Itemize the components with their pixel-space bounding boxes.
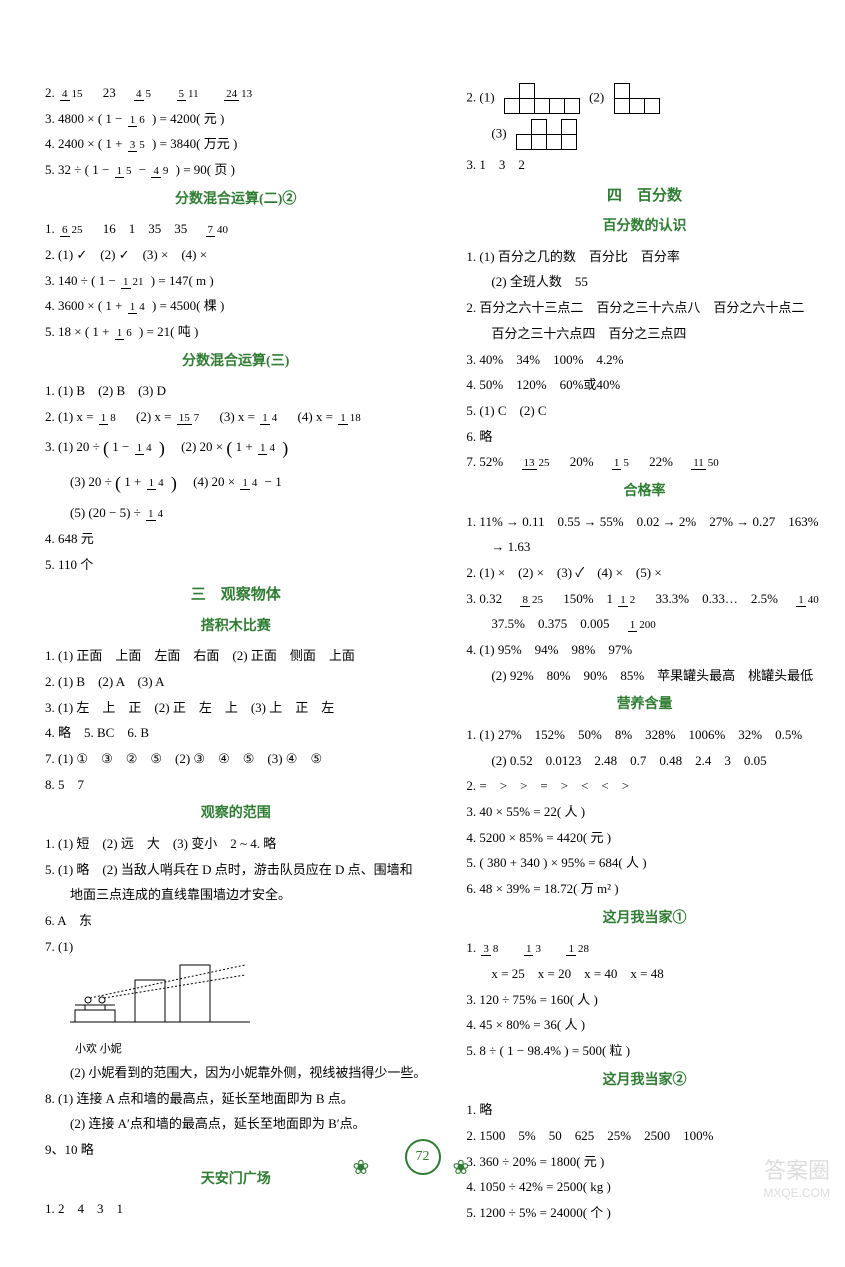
line: 6. A 东: [45, 909, 426, 934]
heading: 搭积木比赛: [45, 614, 426, 641]
line: x = 25 x = 20 x = 40 x = 48: [466, 962, 822, 987]
line: 3. 40 × 55% = 22( 人 ): [466, 800, 822, 825]
line: 2. (1) × (2) × (3) ✓ (4) × (5) ×: [466, 561, 822, 586]
line: 2. (1) ✓ (2) ✓ (3) × (4) ×: [45, 243, 426, 268]
line: 6. 48 × 39% = 18.72( 万 m² ): [466, 877, 822, 902]
right-column: 2. (1) (2) (3) 3. 1 3 2 四 百分数 百分数的认识 1. …: [451, 80, 837, 1227]
page-number: 72: [405, 1139, 441, 1175]
line: 1. (1) 百分之几的数 百分比 百分率: [466, 245, 822, 270]
line: 4. 648 元: [45, 527, 426, 552]
line: 5. 110 个: [45, 553, 426, 578]
line: 5. 18 × ( 1 + 16 ) = 21( 吨 ): [45, 320, 426, 345]
line: 1. 2 4 3 1: [45, 1197, 426, 1222]
line: 地面三点连成的直线靠围墙边才安全。: [45, 883, 426, 908]
line: (3) 20 ÷ ( 1 + 14 ) (4) 20 × 14 − 1: [45, 466, 426, 500]
block-shape-1-icon: [504, 83, 580, 114]
line: 2. 415 23 45 511 2413: [45, 81, 426, 106]
page-decoration-right-icon: ❀: [453, 1155, 470, 1180]
line: 3. 1 3 2: [466, 153, 822, 178]
line: 1. (1) 正面 上面 左面 右面 (2) 正面 侧面 上面: [45, 644, 426, 669]
line: 1. (1) 短 (2) 远 大 (3) 变小 2 ~ 4. 略: [45, 832, 426, 857]
line: 5. 1200 ÷ 5% = 24000( 个 ): [466, 1201, 822, 1226]
heading: 分数混合运算(二)②: [45, 187, 426, 214]
line: 2. (1) (2): [466, 81, 822, 116]
line: 3. 120 ÷ 75% = 160( 人 ): [466, 988, 822, 1013]
line: 7. (1) ① ③ ② ⑤ (2) ③ ④ ⑤ (3) ④ ⑤: [45, 747, 426, 772]
left-column: 2. 415 23 45 511 2413 3. 4800 × ( 1 − 16…: [30, 80, 441, 1227]
heading: 观察的范围: [45, 801, 426, 828]
line: 3. 4800 × ( 1 − 16 ) = 4200( 元 ): [45, 107, 426, 132]
unit-heading: 三 观察物体: [45, 581, 426, 610]
heading: 合格率: [466, 479, 822, 506]
heading: 营养含量: [466, 692, 822, 719]
line: 5. 8 ÷ ( 1 − 98.4% ) = 500( 粒 ): [466, 1039, 822, 1064]
line: 5. ( 380 + 340 ) × 95% = 684( 人 ): [466, 851, 822, 876]
line: 7. 52% 1325 20% 15 22% 1150: [466, 450, 822, 475]
line: (2) 92% 80% 90% 85% 苹果罐头最高 桃罐头最低: [466, 664, 822, 689]
line: 5. 32 ÷ ( 1 − 15 − 49 ) = 90( 页 ): [45, 158, 426, 183]
line: (2) 全班人数 55: [466, 270, 822, 295]
line: 3. (1) 20 ÷ ( 1 − 14 ) (2) 20 × ( 1 + 14…: [45, 431, 426, 465]
line: 1. 11% → 0.11 0.55 → 55% 0.02 → 2% 27% →…: [466, 510, 822, 535]
sketch-figure: 小欢 小妮: [45, 960, 426, 1060]
watermark-main: 答案圈: [764, 1153, 830, 1185]
unit-heading: 四 百分数: [466, 182, 822, 211]
line: 1. (1) 27% 152% 50% 8% 328% 1006% 32% 0.…: [466, 723, 822, 748]
line: 4. 5200 × 85% = 4420( 元 ): [466, 826, 822, 851]
heading: 百分数的认识: [466, 214, 822, 241]
line: 6. 略: [466, 425, 822, 450]
line: 37.5% 0.375 0.005 1200: [466, 612, 822, 637]
line: → 1.63: [466, 535, 822, 560]
page: 2. 415 23 45 511 2413 3. 4800 × ( 1 − 16…: [0, 0, 845, 1267]
line: (3): [466, 117, 822, 152]
line: (2) 小妮看到的范围大，因为小妮靠外侧，视线被挡得少一些。: [45, 1061, 426, 1086]
line: 1. (1) B (2) B (3) D: [45, 379, 426, 404]
line: 4. 45 × 80% = 36( 人 ): [466, 1013, 822, 1038]
line: 2. 1500 5% 50 625 25% 2500 100%: [466, 1124, 822, 1149]
line: 2. = > > = > < < >: [466, 774, 822, 799]
line: 1. 略: [466, 1098, 822, 1123]
line: 1. 38 13 128: [466, 936, 822, 961]
line: 3. 0.32 825 150% 1 12 33.3% 0.33… 2.5% 1…: [466, 587, 822, 612]
block-shape-2-icon: [614, 83, 660, 114]
line: 8. 5 7: [45, 773, 426, 798]
line: 4. 50% 120% 60%或40%: [466, 373, 822, 398]
line: 4. (1) 95% 94% 98% 97%: [466, 638, 822, 663]
line: 2. 百分之六十三点二 百分之三十六点八 百分之六十点二: [466, 296, 822, 321]
line: 4. 略 5. BC 6. B: [45, 721, 426, 746]
line: 2. (1) x = 18 (2) x = 157 (3) x = 14 (4)…: [45, 405, 426, 430]
heading: 这月我当家①: [466, 906, 822, 933]
line: 7. (1): [45, 935, 426, 960]
line: 百分之三十六点四 百分之三点四: [466, 322, 822, 347]
watermark-sub: MXQE.COM: [763, 1186, 830, 1200]
line: (5) (20 − 5) ÷ 14: [45, 501, 426, 526]
line: 4. 2400 × ( 1 + 35 ) = 3840( 万元 ): [45, 132, 426, 157]
line: 2. (1) B (2) A (3) A: [45, 670, 426, 695]
line: 3. 140 ÷ ( 1 − 121 ) = 147( m ): [45, 269, 426, 294]
block-shape-3-icon: [516, 119, 577, 150]
line: (2) 连接 A′点和墙的最高点，延长至地面即为 B′点。: [45, 1112, 426, 1137]
observation-sketch-icon: [70, 960, 250, 1030]
page-decoration-left-icon: ❀: [353, 1155, 370, 1180]
heading: 分数混合运算(三): [45, 349, 426, 376]
line: (2) 0.52 0.0123 2.48 0.7 0.48 2.4 3 0.05: [466, 749, 822, 774]
line: 5. (1) C (2) C: [466, 399, 822, 424]
line: 5. (1) 略 (2) 当敌人哨兵在 D 点时，游击队员应在 D 点、围墙和: [45, 858, 426, 883]
line: 8. (1) 连接 A 点和墙的最高点，延长至地面即为 B 点。: [45, 1087, 426, 1112]
line: 3. 40% 34% 100% 4.2%: [466, 348, 822, 373]
line: 4. 3600 × ( 1 + 14 ) = 4500( 棵 ): [45, 294, 426, 319]
line: 1. 625 16 1 35 35 740: [45, 217, 426, 242]
line: 3. (1) 左 上 正 (2) 正 左 上 (3) 上 正 左: [45, 696, 426, 721]
heading: 这月我当家②: [466, 1068, 822, 1095]
